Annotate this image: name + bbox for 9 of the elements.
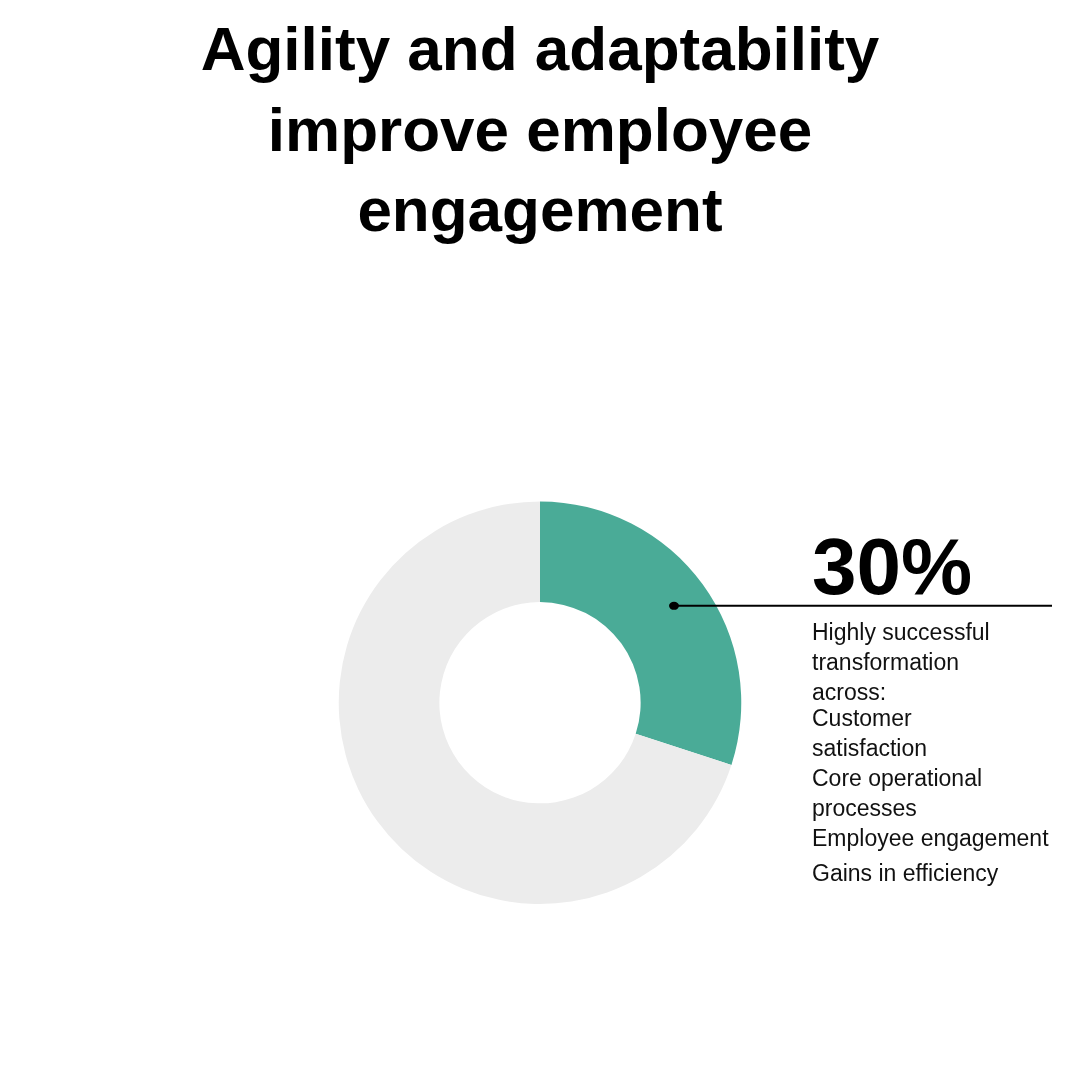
donut-slice [540, 501, 741, 765]
text: Gains in efficiency [812, 860, 999, 886]
text: Core operational processes [812, 765, 983, 821]
data-label: 30% [812, 522, 973, 611]
donut-slice [338, 501, 732, 904]
chart-title: Agility and adaptability improve employee engagement [200, 14, 880, 245]
text: Customer satisfaction [812, 705, 928, 761]
text: Highly successful transformation across: [812, 619, 990, 705]
text: Employee engagement [812, 825, 1050, 851]
